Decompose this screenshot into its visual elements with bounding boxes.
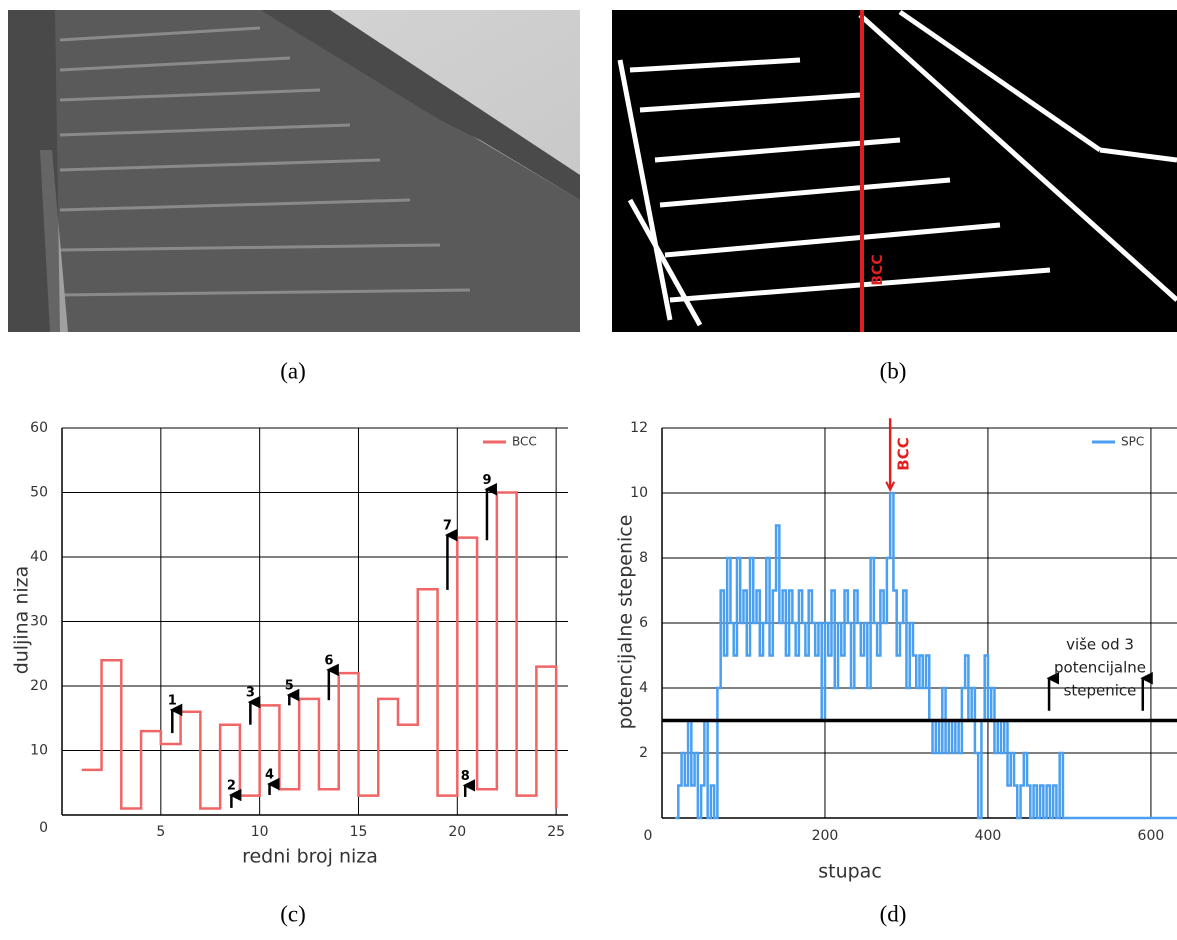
y-tick-label: 60 [30,420,48,436]
y-tick-label: 30 [30,614,48,630]
x-tick-label: 10 [251,824,269,840]
panel-label: (c) [280,901,306,926]
y-tick-label: 6 [639,615,648,631]
annotation-label: 3 [246,686,255,701]
y-axis-label: duljina niza [11,566,33,675]
panel-label: (a) [280,358,306,383]
y-tick-label: 8 [639,550,648,566]
annotation-text: potencijalne [1054,659,1146,677]
panel-label: (b) [880,358,907,383]
binary-image: BCC [612,9,1177,332]
y-tick-label: 12 [630,420,648,436]
legend-label: SPC [1121,435,1144,449]
annotation-label: 7 [443,519,452,534]
x-tick-label: 25 [547,824,565,840]
y-tick-label: 20 [30,678,48,694]
annotation-label: 6 [324,653,333,668]
marker-head [885,481,896,492]
annotation-text: stepenice [1064,682,1137,700]
x-tick-label: 200 [812,828,839,844]
annotation-label: 9 [482,473,491,488]
annotation-label: 2 [227,779,236,794]
x-tick-label: 600 [1138,828,1165,844]
y-tick-label: 2 [639,745,648,761]
annotation-label: 4 [265,768,274,783]
y-tick-label: 10 [630,485,648,501]
data-line [81,491,558,810]
x-axis-label: redni broj niza [242,846,378,868]
x-tick-label: 5 [156,824,165,840]
photo [8,10,580,332]
x-tick-label: 15 [350,824,368,840]
annotation-label: 8 [461,769,470,784]
y-tick-label: 50 [30,485,48,501]
y-tick-label: 40 [30,549,48,565]
image-marker: BCC [870,254,886,285]
legend-label: BCC [512,435,537,449]
marker-label: BCC [895,437,913,470]
x-tick-label: 0 [644,828,653,844]
annotation-text: više od 3 [1066,636,1134,654]
annotation-label: 1 [168,693,177,708]
panel-label: (d) [880,901,907,926]
x-tick-label: 20 [448,824,466,840]
y-tick-label: 10 [30,743,48,759]
y-tick-label: 0 [39,820,48,836]
annotation-label: 5 [285,679,294,694]
x-axis-label: stupac [818,861,882,883]
data-line [675,491,1177,820]
x-tick-label: 400 [975,828,1002,844]
y-axis-label: potencijalne stepenice [615,515,637,730]
y-tick-label: 4 [639,680,648,696]
